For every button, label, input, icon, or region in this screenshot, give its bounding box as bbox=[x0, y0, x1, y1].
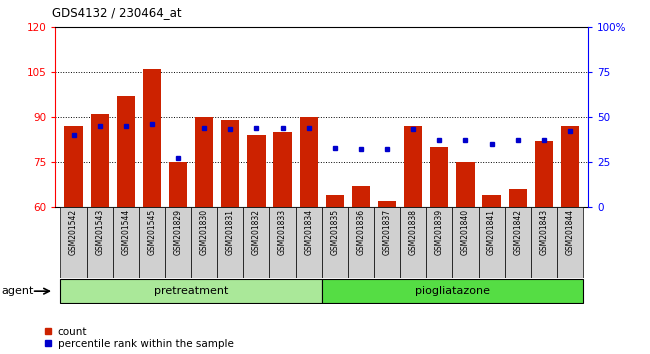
Bar bbox=[60, 279, 322, 303]
Bar bbox=[478, 207, 504, 278]
Bar bbox=[195, 117, 213, 207]
Bar bbox=[270, 207, 296, 278]
Text: GSM201543: GSM201543 bbox=[95, 209, 104, 256]
Text: GSM201839: GSM201839 bbox=[435, 209, 444, 255]
Text: GSM201841: GSM201841 bbox=[487, 209, 496, 255]
Text: GSM201838: GSM201838 bbox=[409, 209, 418, 255]
Bar bbox=[322, 279, 583, 303]
Text: GSM201836: GSM201836 bbox=[356, 209, 365, 255]
Text: GSM201542: GSM201542 bbox=[69, 209, 78, 255]
Bar bbox=[452, 207, 478, 278]
Bar bbox=[456, 162, 474, 207]
Bar bbox=[221, 120, 239, 207]
Bar bbox=[169, 162, 187, 207]
Bar bbox=[112, 207, 139, 278]
Bar bbox=[508, 189, 527, 207]
Text: GSM201842: GSM201842 bbox=[514, 209, 522, 255]
Bar bbox=[426, 207, 452, 278]
Bar bbox=[352, 186, 370, 207]
Bar bbox=[535, 141, 553, 207]
Text: agent: agent bbox=[1, 286, 34, 296]
Legend: count, percentile rank within the sample: count, percentile rank within the sample bbox=[44, 327, 233, 349]
Bar bbox=[400, 207, 426, 278]
Bar bbox=[217, 207, 243, 278]
Bar bbox=[247, 135, 266, 207]
Text: GSM201545: GSM201545 bbox=[148, 209, 157, 256]
Text: GSM201843: GSM201843 bbox=[540, 209, 549, 255]
Bar bbox=[60, 207, 86, 278]
Text: GSM201832: GSM201832 bbox=[252, 209, 261, 255]
Bar bbox=[348, 207, 374, 278]
Text: GSM201844: GSM201844 bbox=[566, 209, 575, 255]
Bar bbox=[296, 207, 322, 278]
Bar bbox=[86, 207, 112, 278]
Bar bbox=[326, 195, 344, 207]
Bar bbox=[482, 195, 500, 207]
Bar bbox=[300, 117, 318, 207]
Text: pretreatment: pretreatment bbox=[154, 286, 228, 296]
Bar bbox=[531, 207, 557, 278]
Bar bbox=[64, 126, 83, 207]
Bar bbox=[404, 126, 422, 207]
Bar bbox=[561, 126, 579, 207]
Text: GSM201830: GSM201830 bbox=[200, 209, 209, 255]
Bar bbox=[90, 114, 109, 207]
Bar bbox=[139, 207, 165, 278]
Text: GSM201544: GSM201544 bbox=[122, 209, 130, 256]
Text: GSM201837: GSM201837 bbox=[383, 209, 391, 255]
Text: piogliatazone: piogliatazone bbox=[415, 286, 490, 296]
Bar bbox=[557, 207, 583, 278]
Text: GSM201831: GSM201831 bbox=[226, 209, 235, 255]
Bar bbox=[191, 207, 217, 278]
Bar bbox=[143, 69, 161, 207]
Text: GDS4132 / 230464_at: GDS4132 / 230464_at bbox=[52, 6, 181, 19]
Bar bbox=[116, 96, 135, 207]
Text: GSM201834: GSM201834 bbox=[304, 209, 313, 255]
Bar bbox=[504, 207, 531, 278]
Bar bbox=[243, 207, 270, 278]
Bar bbox=[430, 147, 448, 207]
Bar bbox=[322, 207, 348, 278]
Bar bbox=[374, 207, 400, 278]
Bar bbox=[274, 132, 292, 207]
Text: GSM201833: GSM201833 bbox=[278, 209, 287, 255]
Text: GSM201840: GSM201840 bbox=[461, 209, 470, 255]
Text: GSM201829: GSM201829 bbox=[174, 209, 183, 255]
Text: GSM201835: GSM201835 bbox=[330, 209, 339, 255]
Bar bbox=[165, 207, 191, 278]
Bar bbox=[378, 201, 396, 207]
